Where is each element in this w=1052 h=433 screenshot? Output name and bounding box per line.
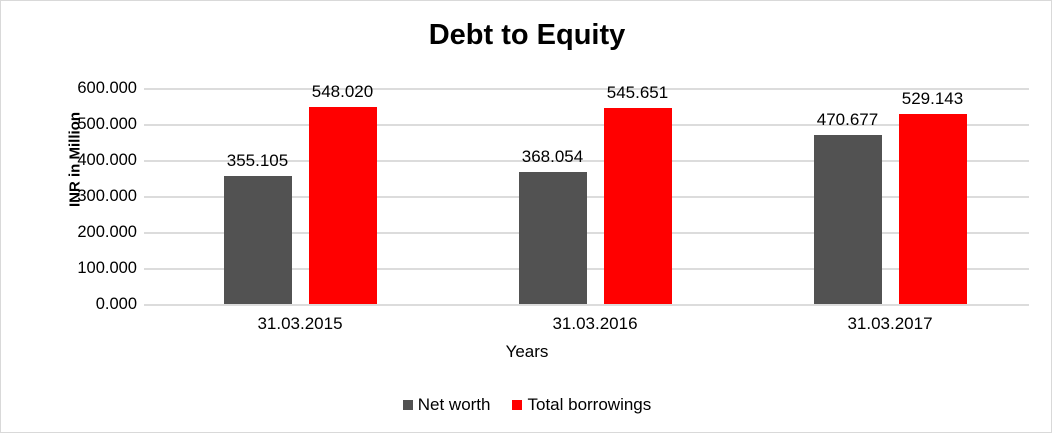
gridline [144, 232, 1029, 234]
bar-total-borrowings-31.03.2015[interactable] [308, 106, 377, 304]
bar-value-label: 529.143 [901, 88, 964, 108]
legend-item-total-borrowings[interactable]: Total borrowings [512, 395, 651, 415]
y-axis-tick-label: 400.000 [77, 151, 137, 169]
x-axis-tick-label: 31.03.2016 [552, 314, 638, 333]
chart-legend: Net worth Total borrowings [1, 395, 1051, 415]
gridline [144, 196, 1029, 198]
bar-value-label: 355.105 [226, 151, 289, 171]
bar-net-worth-31.03.2016[interactable] [518, 171, 587, 304]
bar-total-borrowings-31.03.2016[interactable] [603, 107, 672, 304]
gridline [144, 160, 1029, 162]
x-axis-tick-label: 31.03.2015 [257, 314, 343, 333]
chart-title: Debt to Equity [428, 19, 626, 51]
y-axis-tick-label: 0.000 [95, 295, 137, 313]
y-axis-tick-label: 100.000 [77, 259, 137, 277]
legend-swatch-icon [512, 400, 523, 410]
y-axis-tick-label: 300.000 [77, 187, 137, 205]
y-axis-tick-label: 200.000 [77, 223, 137, 241]
gridline [144, 268, 1029, 270]
bar-value-label: 545.651 [606, 82, 669, 102]
x-axis-tick-label: 31.03.2017 [847, 314, 933, 333]
bar-value-label: 548.020 [311, 81, 374, 101]
legend-swatch-icon [402, 400, 413, 410]
legend-label: Total borrowings [527, 395, 652, 414]
plot-area: 355.105 548.020 368.054 545.651 470.677 529.1… [144, 83, 1029, 306]
bar-value-label: 470.677 [816, 109, 879, 129]
legend-label: Net worth [417, 395, 491, 414]
y-axis-tick-label: 600.000 [77, 79, 137, 97]
bar-total-borrowings-31.03.2017[interactable] [898, 113, 967, 304]
gridline [144, 304, 1029, 306]
y-axis-tick-labels: 600.000 500.000 400.000 300.000 200.000 100.0… [19, 80, 162, 312]
x-axis-title: Years [505, 342, 549, 361]
y-axis-tick-label: 500.000 [77, 115, 137, 133]
gridline [144, 88, 1029, 90]
bar-value-label: 368.054 [521, 146, 584, 166]
gridline [144, 124, 1029, 126]
bar-net-worth-31.03.2015[interactable] [223, 176, 292, 304]
legend-item-net-worth[interactable]: Net worth [402, 395, 491, 415]
bar-net-worth-31.03.2017[interactable] [813, 134, 882, 304]
